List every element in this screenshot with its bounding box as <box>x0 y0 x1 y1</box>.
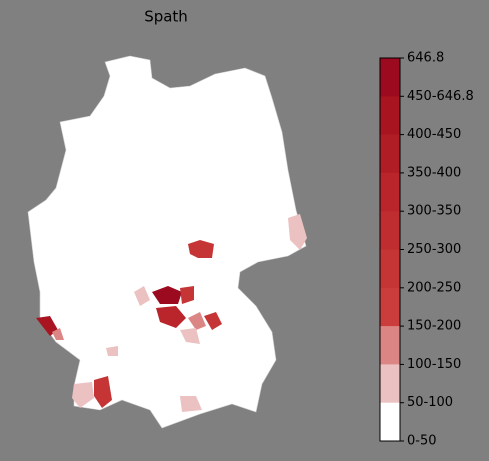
colorbar-label: 0-50 <box>407 434 437 449</box>
colorbar-segment <box>380 134 400 174</box>
region <box>180 396 202 412</box>
region <box>106 346 118 356</box>
colorbar-segment <box>380 326 400 365</box>
colorbar-label: 200-250 <box>407 280 461 295</box>
colorbar-label: 400-450 <box>407 127 461 142</box>
map-title: Spath <box>144 8 188 26</box>
region <box>152 286 182 304</box>
region <box>36 316 58 336</box>
colorbar-segment <box>380 287 400 327</box>
region <box>134 286 150 306</box>
colorbar-label: 646.8 <box>407 51 444 66</box>
region <box>288 214 307 250</box>
colorbar-segment <box>380 211 400 250</box>
region <box>180 286 194 304</box>
region <box>188 240 214 258</box>
colorbar-segment <box>380 402 400 442</box>
colorbar-label: 450-646.8 <box>407 89 474 104</box>
colorbar-segment <box>380 249 400 289</box>
colorbar-label: 50-100 <box>407 395 453 410</box>
region <box>204 312 222 330</box>
region <box>94 376 112 408</box>
region <box>52 328 64 340</box>
colorbar-label: 350-400 <box>407 165 461 180</box>
colorbar-segment <box>380 364 400 404</box>
germany-map <box>27 55 307 429</box>
colorbar-label: 100-150 <box>407 357 461 372</box>
country-outline <box>27 55 307 429</box>
region <box>72 382 94 408</box>
region <box>188 312 206 330</box>
colorbar-segment <box>380 172 400 212</box>
colorbar: 646.8 450-646.8 400-450 350-400 300-350 250-3… <box>379 51 474 449</box>
colorbar-segment <box>380 96 400 136</box>
colorbar-label: 300-350 <box>407 204 461 219</box>
colorbar-segment <box>380 58 400 97</box>
colorbar-label: 150-200 <box>407 319 461 334</box>
region <box>180 328 200 344</box>
region <box>156 306 186 328</box>
colorbar-label: 250-300 <box>407 242 461 257</box>
